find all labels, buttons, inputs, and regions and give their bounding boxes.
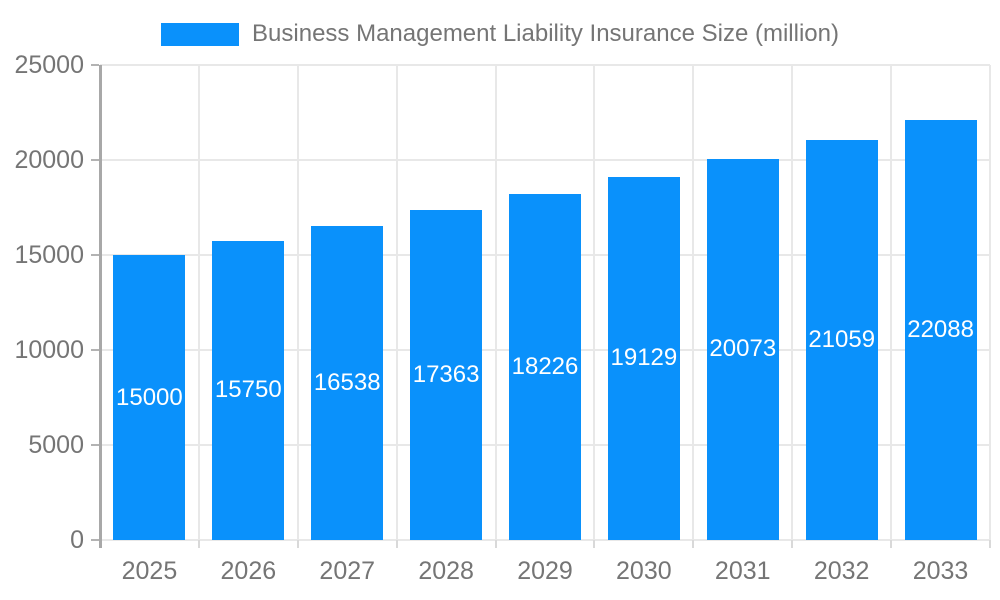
y-axis-tick xyxy=(91,444,99,446)
plot-area: 0 5000 10000 15000 20000 25000 15000 2025 15750 2… xyxy=(14,51,991,585)
x-axis-tick xyxy=(198,540,200,548)
bar[interactable]: 19129 xyxy=(607,176,680,540)
legend-label: Business Management Liability Insurance … xyxy=(252,20,839,47)
x-tick-label: 2026 xyxy=(220,557,277,585)
x-tick-label: 2027 xyxy=(319,557,376,585)
x-axis-tick xyxy=(396,540,398,548)
bar[interactable]: 22088 xyxy=(904,120,977,540)
bar-value-label: 21059 xyxy=(808,325,876,353)
x-tick-label: 2025 xyxy=(121,557,178,585)
x-gridline xyxy=(495,65,497,540)
y-axis-tick xyxy=(91,539,99,541)
x-tick-label: 2033 xyxy=(912,557,969,585)
x-gridline xyxy=(890,65,892,540)
x-tick-label: 2030 xyxy=(616,557,672,585)
bar-value-label: 22088 xyxy=(907,316,974,344)
legend-swatch-icon xyxy=(161,22,240,46)
x-axis-tick xyxy=(791,540,793,548)
y-gridline xyxy=(100,64,990,66)
x-axis-tick xyxy=(495,540,497,548)
y-tick-label: 15000 xyxy=(14,241,84,269)
bar-value-label: 19129 xyxy=(610,344,678,372)
x-gridline xyxy=(593,65,595,540)
x-axis-tick xyxy=(890,540,892,548)
legend-item[interactable]: Business Management Liability Insurance … xyxy=(0,19,1000,49)
y-axis-tick xyxy=(91,64,99,66)
x-gridline xyxy=(297,65,299,540)
bar[interactable]: 20073 xyxy=(706,158,779,540)
bar[interactable]: 21059 xyxy=(805,139,878,540)
bar[interactable]: 15750 xyxy=(212,240,285,541)
x-axis-tick xyxy=(297,540,299,548)
y-tick-label: 25000 xyxy=(14,51,84,79)
x-axis-tick xyxy=(593,540,595,548)
x-tick-label: 2032 xyxy=(813,557,870,585)
y-axis-tick xyxy=(91,159,99,161)
bar-value-label: 18226 xyxy=(511,352,579,380)
bar[interactable]: 15000 xyxy=(113,255,186,540)
x-gridline xyxy=(396,65,398,540)
x-gridline xyxy=(989,65,991,540)
y-tick-label: 20000 xyxy=(14,146,84,174)
x-axis-tick xyxy=(989,540,991,548)
x-tick-label: 2028 xyxy=(418,557,474,585)
x-axis-tick xyxy=(692,540,694,548)
x-gridline xyxy=(791,65,793,540)
x-tick-label: 2029 xyxy=(517,557,573,585)
x-gridline xyxy=(198,65,200,540)
y-axis-tick xyxy=(91,349,99,351)
y-tick-label: 0 xyxy=(70,526,84,554)
bar-value-label: 17363 xyxy=(412,361,480,389)
bar[interactable]: 18226 xyxy=(509,193,581,540)
bar-value-label: 15750 xyxy=(214,376,282,404)
bar-value-label: 20073 xyxy=(709,335,777,363)
bar-value-label: 15000 xyxy=(116,383,183,411)
y-axis-tick xyxy=(91,254,99,256)
y-tick-label: 10000 xyxy=(14,336,84,364)
bar[interactable]: 16538 xyxy=(311,225,384,540)
bar[interactable]: 17363 xyxy=(410,210,483,540)
bar-value-label: 16538 xyxy=(313,368,381,396)
y-tick-label: 5000 xyxy=(28,431,84,459)
x-gridline xyxy=(692,65,694,540)
x-tick-label: 2031 xyxy=(714,557,771,585)
y-axis-line xyxy=(99,65,102,548)
